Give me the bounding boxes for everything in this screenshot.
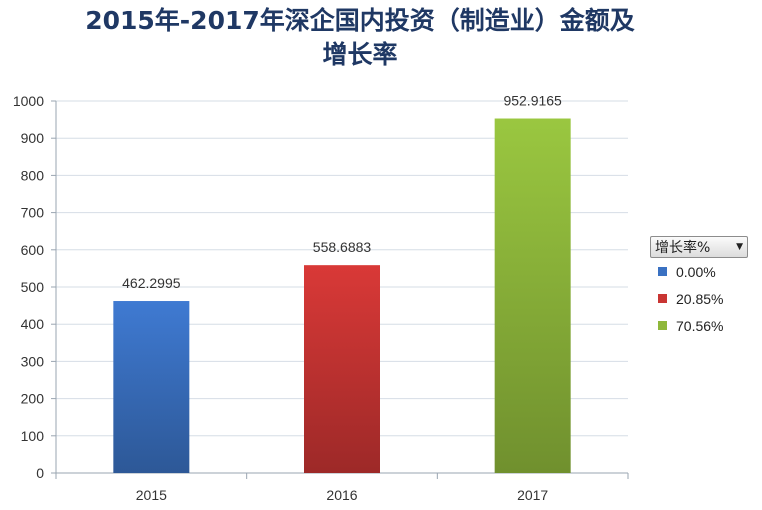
x-tick-label-2016: 2016 (326, 487, 357, 503)
bar-2017 (494, 118, 571, 473)
y-tick-label: 600 (21, 242, 45, 258)
chart-title-line-2: 增长率 (322, 40, 398, 69)
y-tick-label: 200 (21, 391, 45, 407)
dropdown-arrow-icon[interactable]: ▼ (736, 242, 743, 252)
data-label-2017: 952.9165 (503, 93, 562, 109)
legend-swatch-2 (658, 321, 667, 330)
legend-item: 70.56% (658, 312, 758, 339)
legend-swatch-0 (658, 267, 667, 276)
legend-label: 70.56% (676, 317, 724, 334)
chart-title-line-1: 2015年-2017年深企国内投资（制造业）金额及 (85, 6, 635, 35)
y-tick-label: 1000 (13, 93, 44, 109)
y-tick-label: 900 (21, 130, 45, 146)
legend-label: 0.00% (676, 263, 716, 280)
legend-item: 0.00% (658, 258, 758, 285)
y-tick-label: 100 (21, 428, 45, 444)
x-tick-label-2015: 2015 (136, 487, 167, 503)
legend-label: 20.85% (676, 290, 724, 307)
legend-item: 20.85% (658, 285, 758, 312)
y-tick-label: 300 (21, 353, 45, 369)
bars (113, 118, 571, 473)
legend-swatch-1 (658, 294, 667, 303)
x-tick-label-2017: 2017 (517, 487, 548, 503)
labels: 0 100 200 300 400 500 600 700 800 900 1000 462.2995… (13, 93, 562, 503)
chart-title: 2015年-2017年深企国内投资（制造业）金额及 增长率 (40, 4, 680, 72)
y-tick-label: 0 (36, 465, 44, 481)
legend-filter-dropdown[interactable]: 增长率% ▼ (650, 236, 748, 258)
y-tick-label: 400 (21, 316, 45, 332)
legend-filter-label: 增长率% (655, 240, 711, 256)
data-label-2016: 558.6883 (313, 239, 372, 255)
data-label-2015: 462.2995 (122, 275, 181, 291)
legend: 增长率% ▼ 0.00% 20.85% 70.56% (650, 236, 758, 339)
y-tick-label: 500 (21, 279, 45, 295)
bar-2016 (304, 265, 380, 473)
y-tick-label: 800 (21, 167, 45, 183)
bar-2015 (113, 301, 190, 473)
y-tick-label: 700 (21, 205, 45, 221)
